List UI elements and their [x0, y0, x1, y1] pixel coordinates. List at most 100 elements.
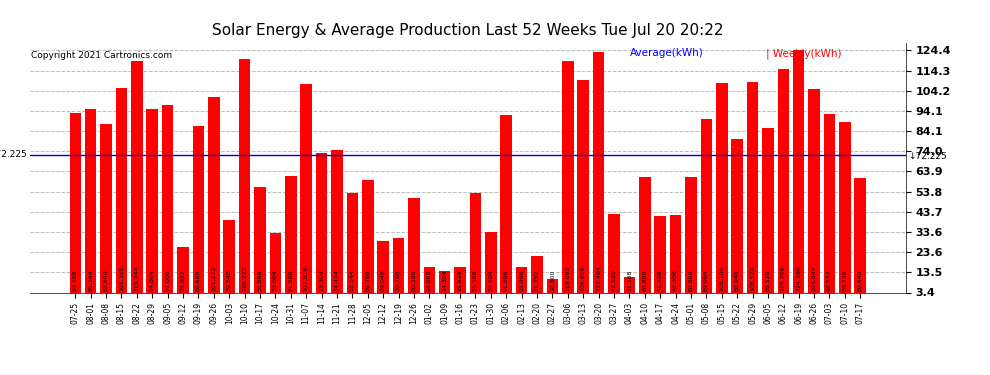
Text: 108.520: 108.520 — [750, 266, 755, 291]
Bar — [116, 88, 128, 292]
Text: ←72.225: ←72.225 — [0, 150, 27, 159]
Bar — [377, 241, 389, 292]
Text: 29.048: 29.048 — [380, 270, 386, 291]
Text: 21.752: 21.752 — [535, 270, 540, 291]
Bar — [639, 177, 650, 292]
Bar — [670, 214, 681, 292]
Bar — [577, 80, 589, 292]
Bar — [654, 216, 666, 292]
Bar — [516, 267, 528, 292]
Bar — [469, 193, 481, 292]
Bar — [300, 84, 312, 292]
Text: 60.640: 60.640 — [857, 270, 862, 291]
Text: 15.996: 15.996 — [519, 270, 524, 291]
Text: 94.864: 94.864 — [149, 270, 154, 291]
Text: 105.356: 105.356 — [119, 266, 124, 291]
Text: 33.004: 33.004 — [273, 270, 278, 291]
Bar — [593, 52, 604, 292]
Bar — [546, 279, 558, 292]
Bar — [624, 277, 636, 292]
Text: 53.144: 53.144 — [349, 270, 354, 291]
Text: 107.816: 107.816 — [304, 266, 309, 291]
Bar — [454, 267, 466, 292]
Text: 50.380: 50.380 — [412, 270, 417, 291]
Text: 61.560: 61.560 — [288, 270, 293, 291]
Text: | Weekly(kWh): | Weekly(kWh) — [765, 48, 842, 58]
Text: 80.040: 80.040 — [735, 270, 740, 291]
Bar — [408, 198, 420, 292]
Text: 120.272: 120.272 — [243, 266, 248, 291]
Bar — [362, 180, 373, 292]
Bar — [762, 128, 773, 292]
Text: 42.520: 42.520 — [612, 270, 617, 291]
Text: 41.708: 41.708 — [657, 270, 662, 291]
Bar — [562, 61, 573, 292]
Text: 109.816: 109.816 — [581, 266, 586, 291]
Text: 86.608: 86.608 — [196, 270, 201, 291]
Text: 59.768: 59.768 — [365, 270, 370, 291]
Bar — [147, 110, 158, 292]
Bar — [685, 177, 697, 292]
Bar — [193, 126, 204, 292]
Text: 42.308: 42.308 — [673, 270, 678, 291]
Bar — [239, 58, 250, 292]
Bar — [393, 238, 404, 292]
Text: 95.144: 95.144 — [88, 270, 93, 291]
Bar — [716, 83, 728, 292]
Title: Solar Energy & Average Production Last 52 Weeks Tue Jul 20 20:22: Solar Energy & Average Production Last 5… — [212, 23, 724, 38]
Bar — [346, 193, 358, 292]
Text: 14.384: 14.384 — [443, 270, 447, 291]
Bar — [854, 178, 866, 292]
Text: 73.304: 73.304 — [319, 270, 324, 291]
Bar — [777, 69, 789, 292]
Bar — [746, 82, 758, 292]
Bar — [224, 220, 235, 292]
Text: 108.104: 108.104 — [719, 266, 725, 291]
Text: 60.896: 60.896 — [688, 270, 693, 291]
Bar — [269, 233, 281, 292]
Text: 55.888: 55.888 — [257, 270, 262, 291]
Text: 119.244: 119.244 — [135, 266, 140, 291]
Bar — [162, 105, 173, 292]
Text: 101.272: 101.272 — [211, 266, 217, 291]
Bar — [840, 122, 850, 292]
Text: 60.896: 60.896 — [643, 270, 647, 291]
Text: 93.168: 93.168 — [73, 270, 78, 291]
Text: 25.932: 25.932 — [180, 270, 185, 291]
Bar — [608, 214, 620, 292]
Bar — [793, 50, 805, 292]
Text: Copyright 2021 Cartronics.com: Copyright 2021 Cartronics.com — [31, 51, 171, 60]
Bar — [285, 176, 297, 292]
Text: 16.068: 16.068 — [427, 270, 432, 291]
Bar — [100, 123, 112, 292]
Text: 89.964: 89.964 — [704, 270, 709, 291]
Text: ↓72.225: ↓72.225 — [909, 152, 947, 161]
Text: 87.840: 87.840 — [104, 270, 109, 291]
Text: 11.168: 11.168 — [627, 270, 632, 291]
Text: 30.768: 30.768 — [396, 270, 401, 291]
Text: 15.928: 15.928 — [457, 270, 462, 291]
Bar — [177, 248, 189, 292]
Text: 39.548: 39.548 — [227, 270, 232, 291]
Bar — [131, 61, 143, 292]
Bar — [332, 150, 343, 292]
Bar — [824, 114, 836, 292]
Text: 33.504: 33.504 — [488, 270, 493, 291]
Text: 97.000: 97.000 — [165, 270, 170, 291]
Text: 91.896: 91.896 — [504, 270, 509, 291]
Bar — [532, 256, 543, 292]
Bar — [501, 116, 512, 292]
Bar — [254, 188, 265, 292]
Bar — [732, 139, 742, 292]
Text: 92.532: 92.532 — [827, 270, 832, 291]
Text: 88.736: 88.736 — [842, 270, 847, 291]
Bar — [208, 97, 220, 292]
Text: 123.464: 123.464 — [596, 266, 601, 291]
Bar — [316, 153, 328, 292]
Text: 124.396: 124.396 — [796, 266, 801, 291]
Text: 119.092: 119.092 — [565, 266, 570, 291]
Bar — [808, 90, 820, 292]
Text: 74.424: 74.424 — [335, 270, 340, 291]
Bar — [701, 119, 712, 292]
Text: 104.844: 104.844 — [812, 266, 817, 291]
